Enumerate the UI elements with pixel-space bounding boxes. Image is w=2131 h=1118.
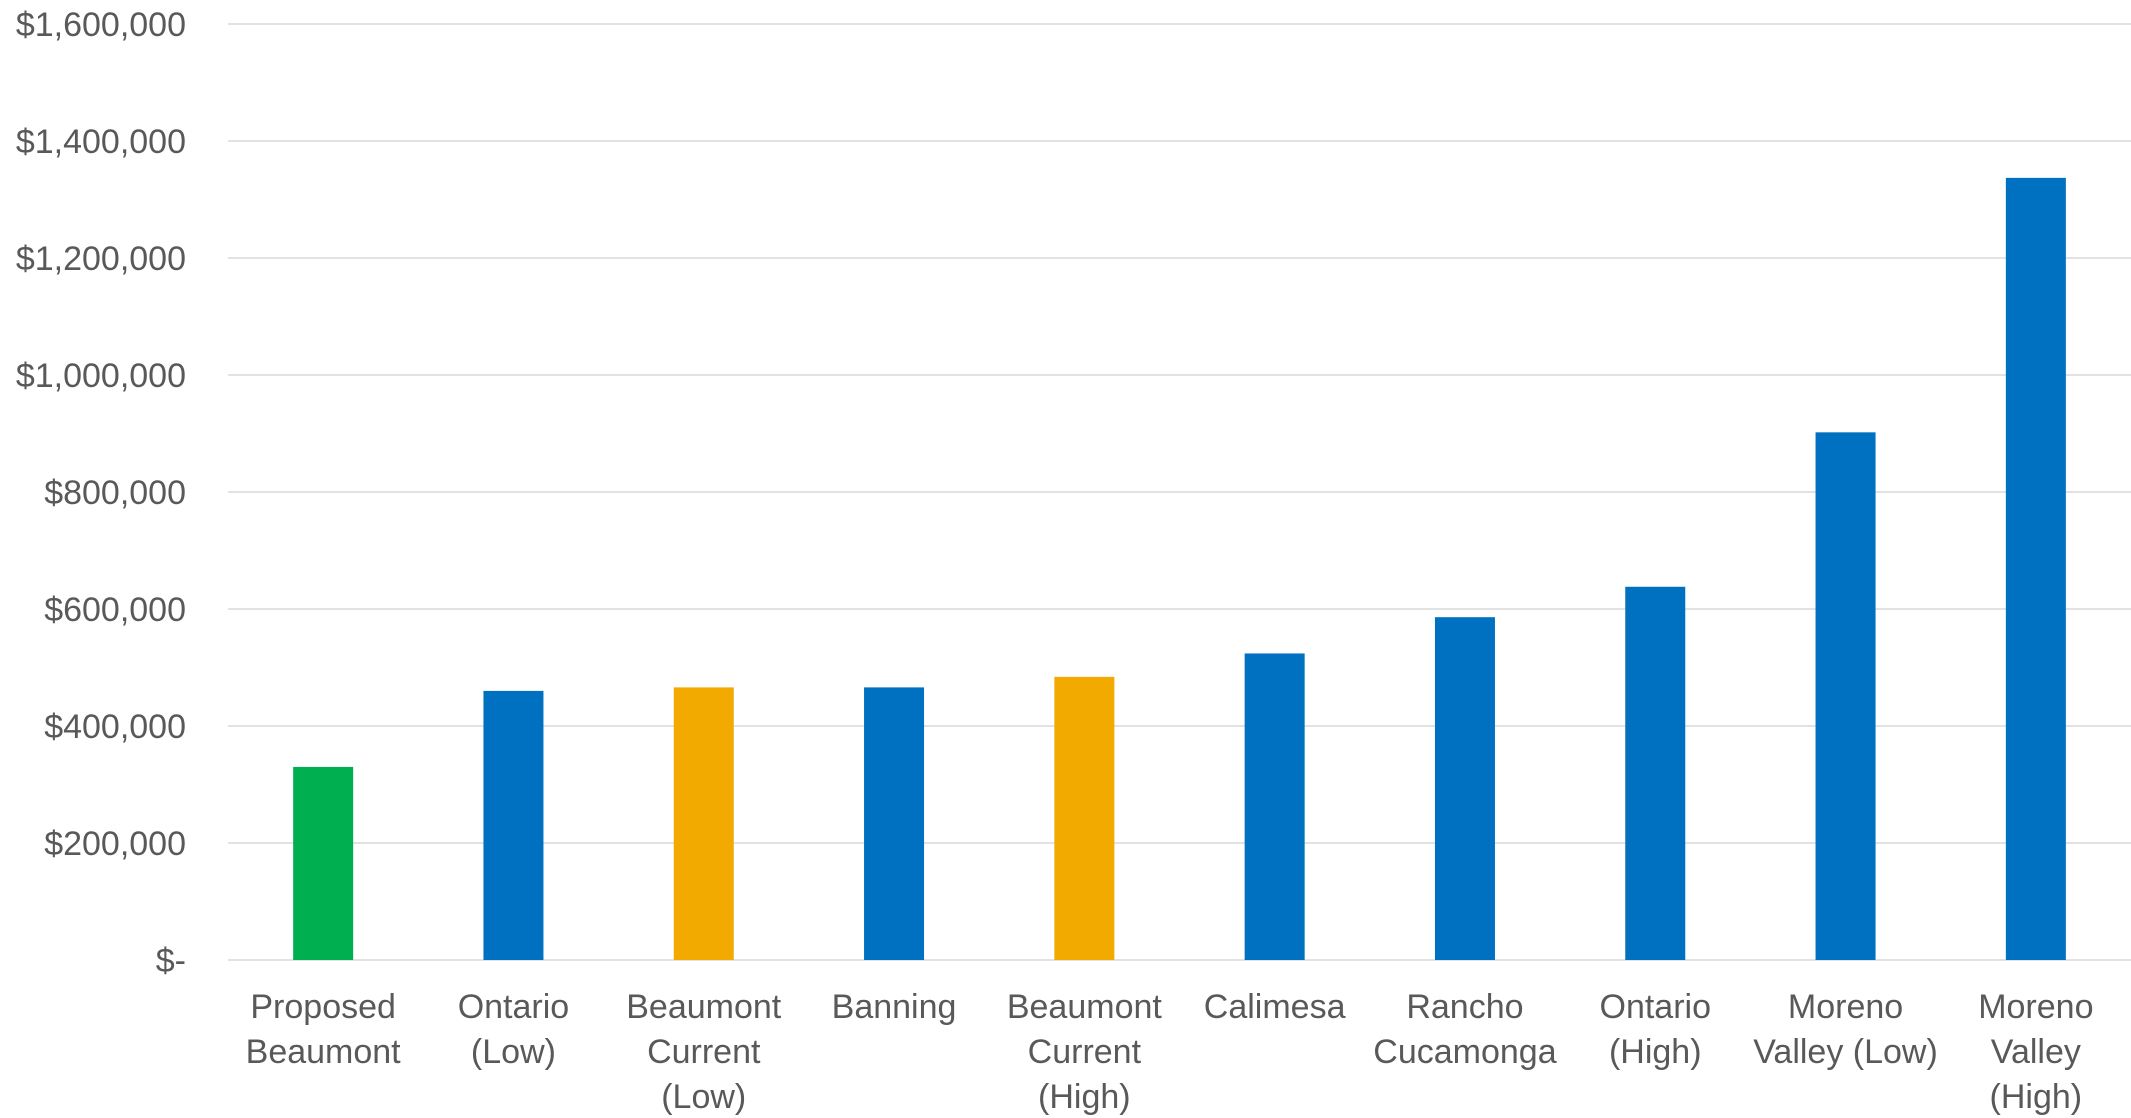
y-tick-label: $- — [156, 942, 186, 980]
y-tick-label: $200,000 — [44, 825, 186, 863]
bar — [1054, 676, 1115, 960]
x-tick-label: Banning — [832, 988, 957, 1026]
x-tick-label-line: (Low) — [661, 1078, 746, 1116]
bar — [1244, 653, 1305, 960]
x-tick-label: Ontario (Low) — [458, 988, 570, 1071]
y-axis-tick-labels: $- $200,000 $400,000 $600,000 $800,000 $1,000… — [16, 6, 186, 980]
y-tick-label: $1,400,000 — [16, 123, 186, 161]
x-tick-label-line: (High) — [1990, 1078, 2083, 1116]
x-tick-label-line: Proposed — [250, 988, 396, 1026]
x-tick-label: Rancho Cucamonga — [1373, 988, 1556, 1071]
bar — [293, 766, 354, 960]
gridlines — [228, 23, 2131, 961]
x-tick-label-line: Valley — [1991, 1033, 2081, 1071]
bar — [1625, 586, 1686, 960]
x-tick-label-line: Beaumont — [246, 1033, 402, 1071]
x-tick-label: Beaumont Current (High) — [1007, 988, 1163, 1116]
x-tick-label-line: Beaumont — [626, 988, 782, 1026]
x-tick-label-line: Current — [647, 1033, 761, 1071]
x-tick-label-line: Current — [1028, 1033, 1142, 1071]
x-tick-label: Calimesa — [1204, 988, 1346, 1026]
bar — [483, 690, 544, 960]
y-tick-label: $600,000 — [44, 591, 186, 629]
bar — [2005, 177, 2066, 961]
bar — [1434, 617, 1495, 960]
x-tick-label-line: Beaumont — [1007, 988, 1163, 1026]
x-tick-label-line: Ontario — [1600, 988, 1712, 1026]
x-tick-label-line: (Low) — [471, 1033, 556, 1071]
x-tick-label: Proposed Beaumont — [246, 988, 402, 1071]
x-tick-label-line: Valley (Low) — [1753, 1033, 1938, 1071]
x-tick-label-line: Moreno — [1788, 988, 1903, 1026]
x-tick-label-line: Rancho — [1406, 988, 1523, 1026]
x-tick-label-line: Moreno — [1978, 988, 2093, 1026]
x-tick-label-line: (High) — [1038, 1078, 1131, 1116]
bar — [673, 687, 734, 960]
y-tick-label: $800,000 — [44, 474, 186, 512]
y-tick-label: $1,200,000 — [16, 240, 186, 278]
x-tick-label-line: Ontario — [458, 988, 570, 1026]
x-axis-tick-labels: Proposed Beaumont Ontario (Low) Beaumont Curr… — [246, 988, 2094, 1116]
x-tick-label-line: Calimesa — [1204, 988, 1346, 1026]
bar — [1815, 432, 1876, 961]
x-tick-label: Beaumont Current (Low) — [626, 988, 782, 1116]
y-tick-label: $1,600,000 — [16, 6, 186, 44]
x-tick-label-line: (High) — [1609, 1033, 1702, 1071]
y-tick-label: $400,000 — [44, 708, 186, 746]
y-tick-label: $1,000,000 — [16, 357, 186, 395]
x-tick-label: Moreno Valley (Low) — [1753, 988, 1938, 1071]
bars — [293, 177, 2066, 961]
x-tick-label: Moreno Valley (High) — [1978, 988, 2093, 1116]
x-tick-label: Ontario (High) — [1600, 988, 1712, 1071]
bar — [864, 687, 925, 960]
x-tick-label-line: Cucamonga — [1373, 1033, 1556, 1071]
x-tick-label-line: Banning — [832, 988, 957, 1026]
